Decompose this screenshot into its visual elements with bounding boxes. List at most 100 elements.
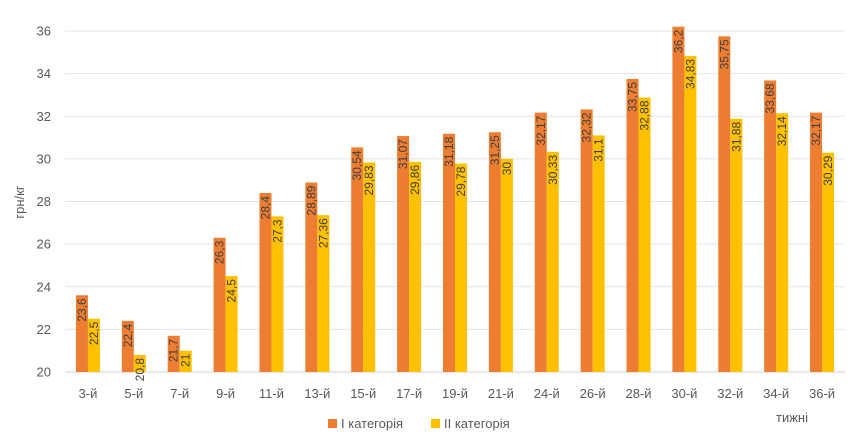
x-tick-label: 36-й — [809, 386, 835, 401]
x-tick-label: 11-й — [259, 386, 284, 401]
x-tick-label: 7-й — [170, 386, 189, 401]
bar-value-label: 33,75 — [626, 82, 640, 112]
bars — [75, 26, 835, 373]
x-tick-label: 9-й — [216, 386, 235, 401]
bar-category-1 — [167, 335, 180, 372]
bar-category-2 — [822, 152, 835, 372]
bar-value-label: 24,5 — [225, 279, 239, 303]
bar-category-2 — [500, 158, 513, 372]
bar-value-label: 31,1 — [592, 138, 606, 162]
x-tick-label: 32-й — [717, 386, 743, 401]
y-tick-label: 22 — [37, 322, 51, 337]
bar-value-label: 36,2 — [671, 29, 685, 53]
bar-value-label: 31,88 — [729, 121, 743, 151]
x-tick-label: 5-й — [124, 386, 143, 401]
bar-value-label: 31,07 — [396, 139, 410, 169]
x-tick-label: 15-й — [350, 386, 376, 401]
x-tick-label: 13-й — [304, 386, 330, 401]
bar-category-1 — [397, 136, 410, 372]
bar-value-label: 34,83 — [683, 59, 697, 89]
bar-category-1 — [534, 112, 547, 372]
bar-category-1 — [75, 295, 88, 372]
x-tick-label: 24-й — [534, 386, 560, 401]
bar-value-label: 29,83 — [362, 165, 376, 195]
bar-category-1 — [305, 182, 318, 372]
legend: І категорія ІІ категорія — [328, 416, 510, 431]
bar-value-label: 30,33 — [546, 155, 560, 185]
y-tick-label: 30 — [37, 151, 51, 166]
y-tick-label: 20 — [37, 365, 51, 380]
bar-category-1 — [810, 112, 823, 372]
bar-value-label: 35,75 — [717, 39, 731, 69]
x-tick-label: 17-й — [396, 386, 422, 401]
y-tick-label: 34 — [37, 66, 51, 81]
bar-category-2 — [409, 161, 422, 372]
bar-category-1 — [488, 132, 501, 372]
bar-category-2 — [87, 318, 100, 372]
bar-value-label: 21 — [179, 353, 193, 367]
x-tick-label: 3-й — [79, 386, 98, 401]
legend-label: ІІ категорія — [444, 416, 510, 431]
bar-category-2 — [271, 216, 284, 372]
bar-category-1 — [580, 109, 593, 373]
bar-value-label: 21,7 — [167, 338, 181, 362]
bar-value-label: 33,68 — [763, 83, 777, 113]
bar-category-2 — [179, 350, 192, 372]
bar-category-1 — [672, 26, 685, 373]
bar-category-2 — [730, 118, 743, 373]
x-tick-label: 34-й — [763, 386, 789, 401]
bar-category-2 — [684, 55, 697, 373]
y-tick-label: 28 — [37, 194, 51, 209]
legend-swatch — [431, 419, 440, 428]
bar-category-1 — [443, 133, 455, 372]
legend-swatch — [328, 419, 337, 428]
bar-value-label: 32,17 — [534, 115, 548, 145]
x-tick-label: 19-й — [442, 386, 468, 401]
bar-category-1 — [626, 78, 639, 372]
y-tick-label: 24 — [37, 279, 51, 294]
x-axis-title: тижні — [776, 410, 808, 425]
bar-category-2 — [363, 162, 376, 372]
y-axis-ticks: 20 22 24 26 28 30 32 34 36 — [37, 24, 51, 380]
bar-value-label: 29,86 — [408, 165, 422, 195]
x-tick-label: 21-й — [488, 386, 514, 401]
bar-category-1 — [213, 237, 226, 372]
data-labels: 23,622,5 22,4 20,8 21,721 26,3 24,5 28,427,3 28… — [75, 29, 835, 381]
bar-category-2 — [317, 215, 330, 372]
bar-value-label: 23,6 — [75, 298, 89, 322]
x-tick-label: 28-й — [625, 386, 651, 401]
bar-value-label: 32,32 — [580, 112, 594, 142]
bar-category-2 — [455, 163, 467, 372]
y-axis-title: грн/кг — [12, 185, 27, 218]
x-tick-label: 30-й — [671, 386, 697, 401]
bar-value-label: 22,4 — [121, 324, 135, 348]
bar-value-label: 26,3 — [213, 240, 227, 264]
bar-value-label: 31,18 — [442, 136, 456, 166]
bar-category-2 — [592, 135, 605, 372]
bar-category-2 — [546, 151, 559, 372]
bar-value-label: 32,88 — [638, 100, 652, 130]
bar-category-1 — [718, 36, 731, 372]
bar-value-label: 27,36 — [316, 218, 330, 248]
bar-category-2 — [638, 97, 651, 373]
legend-label: І категорія — [341, 416, 403, 431]
bar-value-label: 32,14 — [775, 116, 789, 146]
bar-value-label: 30,29 — [821, 155, 835, 185]
bar-value-label: 22,5 — [87, 321, 101, 345]
x-axis-ticks: 3-й 5-й 7-й 9-й 11-й 13-й 15-й 17-й 19-й 21-й 24-й… — [79, 386, 836, 401]
bar-value-label: 30,54 — [350, 150, 364, 180]
bar-category-2 — [133, 354, 146, 372]
y-tick-label: 26 — [37, 237, 51, 252]
bar-value-label: 27,3 — [270, 219, 284, 243]
bar-category-1 — [121, 320, 134, 372]
bar-value-label: 32,17 — [809, 115, 823, 145]
bar-category-2 — [776, 113, 789, 373]
bar-value-label: 30 — [500, 162, 514, 176]
bar-category-1 — [764, 80, 777, 372]
y-tick-label: 32 — [37, 109, 51, 124]
bar-category-1 — [259, 192, 272, 372]
y-tick-label: 36 — [37, 24, 51, 39]
bar-value-label: 20,8 — [133, 358, 147, 382]
